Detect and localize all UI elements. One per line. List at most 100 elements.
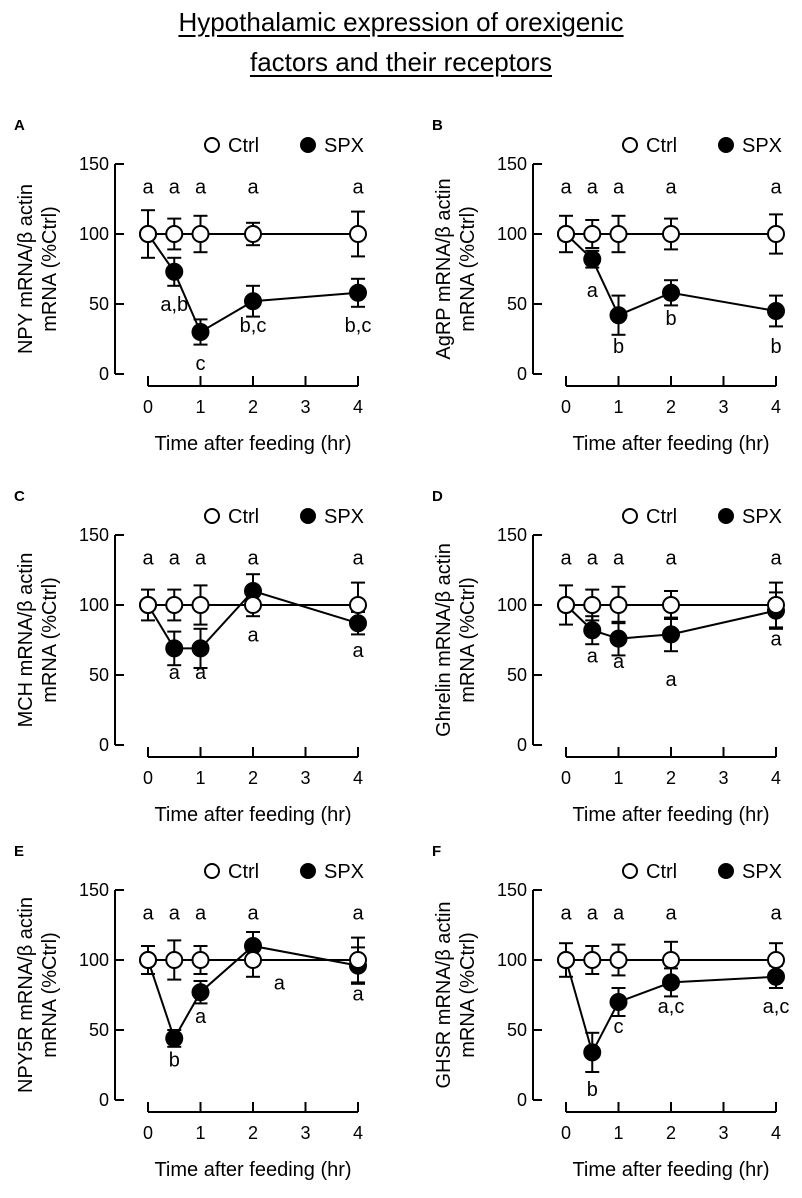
y-tick-label: 50 bbox=[507, 665, 527, 685]
significance-label: a bbox=[195, 662, 207, 684]
x-tick-label: 4 bbox=[771, 397, 781, 417]
legend-spx-label: SPX bbox=[324, 135, 364, 157]
data-point-spx bbox=[609, 629, 628, 648]
y-tick-label: 100 bbox=[497, 950, 527, 970]
data-point-ctrl bbox=[349, 951, 367, 969]
x-tick-label: 3 bbox=[718, 397, 728, 417]
x-axis-label: Time after feeding (hr) bbox=[154, 1159, 351, 1181]
y-axis-label-line: MCH mRNA/β actin bbox=[15, 553, 37, 728]
data-point-spx bbox=[583, 621, 602, 640]
x-tick-label: 1 bbox=[195, 1123, 205, 1143]
panel-letter: A bbox=[14, 117, 25, 134]
x-tick-label: 4 bbox=[771, 768, 781, 788]
significance-label: a bbox=[142, 902, 154, 924]
legend: Ctrl SPX bbox=[204, 861, 364, 883]
y-tick-label: 150 bbox=[79, 880, 109, 900]
legend-spx-marker bbox=[718, 508, 734, 524]
significance-label: a,b bbox=[160, 294, 188, 316]
y-axis-label: MCH mRNA/β actin mRNA (%Ctrl) bbox=[15, 553, 61, 728]
y-axis-label: Ghrelin mRNA/β actin mRNA (%Ctrl) bbox=[433, 543, 479, 737]
legend-ctrl-label: Ctrl bbox=[646, 506, 677, 528]
x-tick-label: 2 bbox=[666, 397, 676, 417]
data-point-ctrl bbox=[557, 951, 575, 969]
significance-label: a bbox=[770, 902, 782, 924]
y-tick-label: 100 bbox=[79, 950, 109, 970]
y-axis-label-line: AgRP mRNA/β actin bbox=[433, 178, 455, 359]
legend-spx-marker bbox=[300, 863, 316, 879]
significance-label: a bbox=[169, 547, 181, 569]
data-point-spx bbox=[191, 983, 210, 1002]
significance-label: b bbox=[770, 336, 781, 358]
series-ctrl bbox=[557, 581, 785, 629]
panel-letter: C bbox=[14, 488, 25, 505]
significance-label: a bbox=[195, 902, 207, 924]
y-tick-label: 150 bbox=[497, 154, 527, 174]
legend: Ctrl SPX bbox=[204, 135, 364, 157]
y-tick-label: 100 bbox=[497, 595, 527, 615]
x-tick-label: 2 bbox=[248, 768, 258, 788]
figure-title-line-1: Hypothalamic expression of orexigenic bbox=[178, 7, 624, 37]
x-axis-label: Time after feeding (hr) bbox=[154, 804, 351, 826]
legend-ctrl-label: Ctrl bbox=[646, 135, 677, 157]
y-axis-label-line: mRNA (%Ctrl) bbox=[457, 206, 479, 332]
legend-spx-marker bbox=[718, 137, 734, 153]
x-tick-label: 1 bbox=[613, 1123, 623, 1143]
y-tick-label: 0 bbox=[517, 1090, 527, 1110]
panel-letter: B bbox=[432, 117, 443, 134]
data-point-ctrl bbox=[662, 225, 680, 243]
y-axis-label-line: GHSR mRNA/β actin bbox=[433, 901, 455, 1088]
data-point-spx bbox=[244, 292, 262, 311]
significance-label: a bbox=[169, 662, 181, 684]
legend-spx-label: SPX bbox=[742, 861, 782, 883]
legend-ctrl-marker bbox=[622, 137, 638, 153]
significance-label: a bbox=[352, 984, 364, 1006]
figure-title-line-2: factors and their receptors bbox=[249, 47, 553, 77]
x-tick-label: 4 bbox=[771, 1123, 781, 1143]
data-point-spx bbox=[662, 283, 680, 302]
significance-label: a bbox=[195, 1006, 207, 1028]
data-point-spx bbox=[349, 283, 367, 302]
x-tick-label: 4 bbox=[353, 1123, 363, 1143]
data-point-ctrl bbox=[767, 596, 785, 614]
x-tick-label: 3 bbox=[718, 1123, 728, 1143]
y-tick-label: 50 bbox=[89, 665, 109, 685]
y-axis-label-line: NPY mRNA/β actin bbox=[15, 184, 37, 354]
significance-label: c bbox=[196, 353, 206, 375]
significance-label: c bbox=[614, 1016, 624, 1038]
data-point-ctrl bbox=[583, 225, 602, 243]
data-point-ctrl bbox=[609, 596, 628, 614]
data-point-ctrl bbox=[583, 951, 602, 969]
x-tick-label: 1 bbox=[613, 397, 623, 417]
data-point-spx bbox=[609, 306, 628, 325]
y-tick-label: 150 bbox=[79, 525, 109, 545]
legend-ctrl-marker bbox=[622, 863, 638, 879]
legend-ctrl-marker bbox=[204, 863, 220, 879]
data-point-ctrl bbox=[557, 225, 575, 243]
legend: Ctrl SPX bbox=[622, 135, 782, 157]
legend: Ctrl SPX bbox=[204, 506, 364, 528]
data-point-ctrl bbox=[244, 951, 262, 969]
y-axis-label-line: mRNA (%Ctrl) bbox=[39, 932, 61, 1058]
significance-label: a bbox=[195, 547, 207, 569]
significance-label: b bbox=[169, 1049, 180, 1071]
legend-ctrl-label: Ctrl bbox=[228, 861, 259, 883]
significance-label: a bbox=[352, 902, 364, 924]
significance-label: b,c bbox=[240, 315, 267, 337]
y-tick-label: 50 bbox=[89, 294, 109, 314]
legend-ctrl-label: Ctrl bbox=[646, 861, 677, 883]
significance-label: a,c bbox=[763, 996, 790, 1018]
significance-label: a bbox=[613, 651, 625, 673]
y-tick-label: 0 bbox=[99, 735, 109, 755]
data-point-ctrl bbox=[244, 596, 262, 614]
x-tick-label: 1 bbox=[195, 768, 205, 788]
series-ctrl bbox=[139, 581, 367, 629]
significance-label: a bbox=[142, 176, 154, 198]
x-axis-label: Time after feeding (hr) bbox=[572, 1159, 769, 1181]
x-tick-label: 0 bbox=[143, 397, 153, 417]
significance-label: a bbox=[560, 902, 572, 924]
legend-ctrl-label: Ctrl bbox=[228, 506, 259, 528]
x-tick-label: 2 bbox=[248, 397, 258, 417]
